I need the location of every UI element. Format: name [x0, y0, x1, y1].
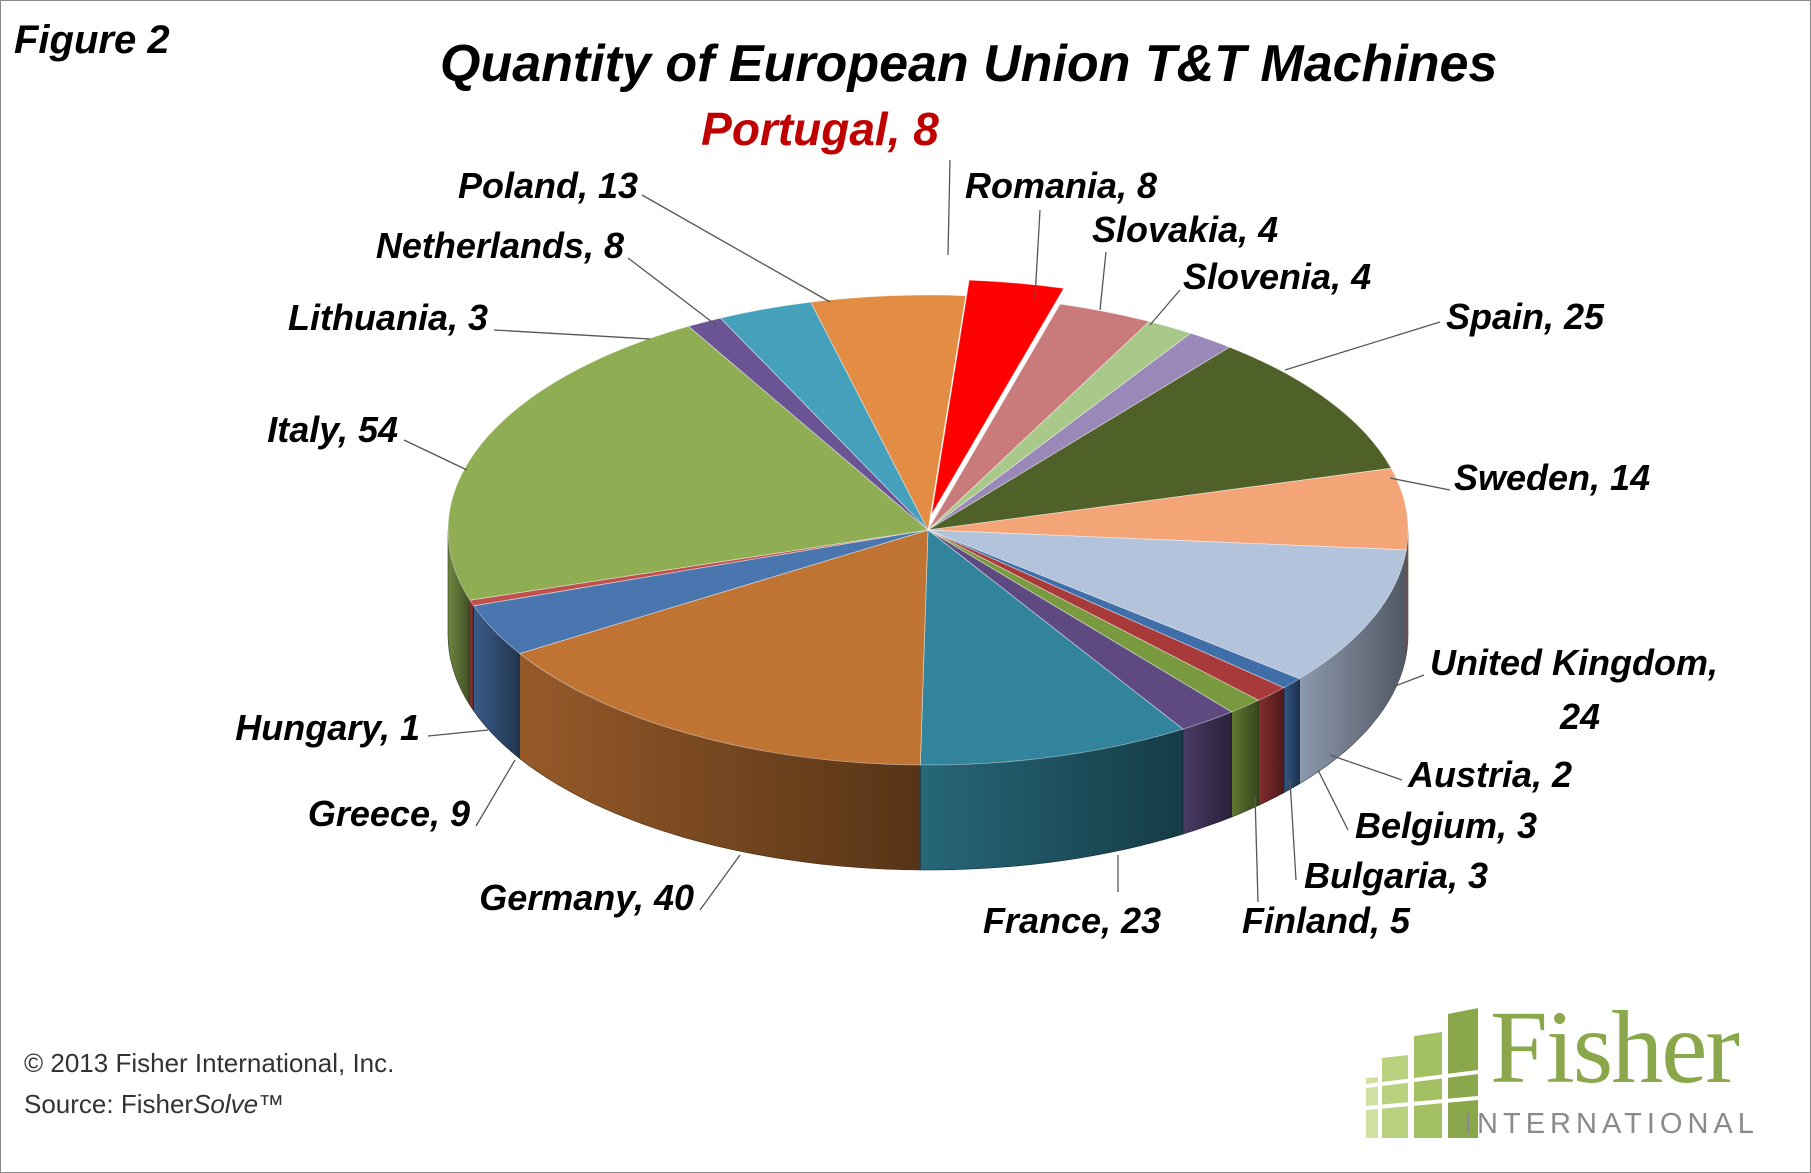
slice-spain [927, 346, 1392, 531]
logo-word: Fisher [1490, 990, 1740, 1105]
slice-italy [447, 325, 929, 601]
label-united-kingdom: United Kingdom, [1430, 642, 1718, 683]
label-slovenia: Slovenia, 4 [1183, 256, 1371, 297]
label-italy: Italy, 54 [267, 409, 398, 450]
leader-italy [403, 439, 468, 471]
leader-spain [1284, 321, 1441, 371]
label-slovakia: Slovakia, 4 [1092, 209, 1278, 250]
leader-belgium [1317, 769, 1349, 831]
leader-lithuania [493, 329, 651, 340]
slice-portugal [931, 279, 1065, 515]
leader-greece [475, 759, 516, 827]
label-belgium: Belgium, 3 [1355, 805, 1537, 846]
pie-sides [447, 529, 1409, 871]
label-finland: Finland, 5 [1242, 900, 1411, 941]
leader-slovenia [1149, 289, 1181, 326]
slice-sweden [927, 467, 1409, 551]
source-italic: Solve [193, 1089, 259, 1119]
source-suffix: ™ [258, 1089, 285, 1119]
label-lithuania: Lithuania, 3 [288, 297, 488, 338]
label-spain: Spain, 25 [1446, 296, 1605, 337]
slice-france [919, 529, 1184, 766]
leader-united-kingdom [1389, 674, 1425, 689]
label-leaders [403, 159, 1451, 911]
leader-slovakia [1099, 251, 1107, 311]
label-austria: Austria, 2 [1407, 754, 1572, 795]
chart-title: Quantity of European Union T&T Machines [440, 35, 1498, 93]
slice-side-austria [1283, 678, 1300, 794]
label-united-kingdom-value: 24 [1559, 696, 1600, 737]
label-netherlands: Netherlands, 8 [376, 225, 624, 266]
leader-hungary [427, 729, 489, 737]
slice-side-finland [1182, 711, 1232, 835]
slice-united-kingdom [927, 529, 1407, 680]
slice-side-belgium [1258, 687, 1285, 806]
label-germany: Germany, 40 [479, 877, 694, 918]
pie-tops [447, 279, 1409, 766]
leader-poland [641, 194, 831, 303]
label-greece: Greece, 9 [308, 793, 470, 834]
leader-romania [1034, 209, 1041, 299]
leader-sweden [1389, 477, 1451, 491]
label-romania: Romania, 8 [965, 165, 1157, 206]
green-grid-logo-icon [1366, 1008, 1479, 1138]
label-france: France, 23 [983, 900, 1161, 941]
slice-germany [518, 529, 929, 766]
label-portugal: Portugal, 8 [701, 103, 939, 155]
leader-netherlands [627, 257, 717, 326]
leader-germany [699, 854, 741, 911]
label-poland: Poland, 13 [458, 165, 638, 206]
label-sweden: Sweden, 14 [1454, 457, 1650, 498]
source-prefix: Source: Fisher [24, 1089, 194, 1119]
leader-austria [1329, 754, 1403, 781]
copyright-text: © 2013 Fisher International, Inc. [24, 1048, 395, 1078]
figure-label: Figure 2 [14, 18, 170, 62]
leader-finland [1254, 794, 1259, 903]
leader-bulgaria [1289, 779, 1297, 881]
label-hungary: Hungary, 1 [235, 707, 420, 748]
slice-poland [810, 294, 967, 532]
source-text: Source: FisherSolve™ [24, 1089, 284, 1120]
logo-subtitle: INTERNATIONAL [1464, 1108, 1759, 1140]
slice-side-hungary [469, 599, 474, 712]
label-bulgaria: Bulgaria, 3 [1304, 855, 1488, 896]
leader-portugal [947, 159, 951, 256]
